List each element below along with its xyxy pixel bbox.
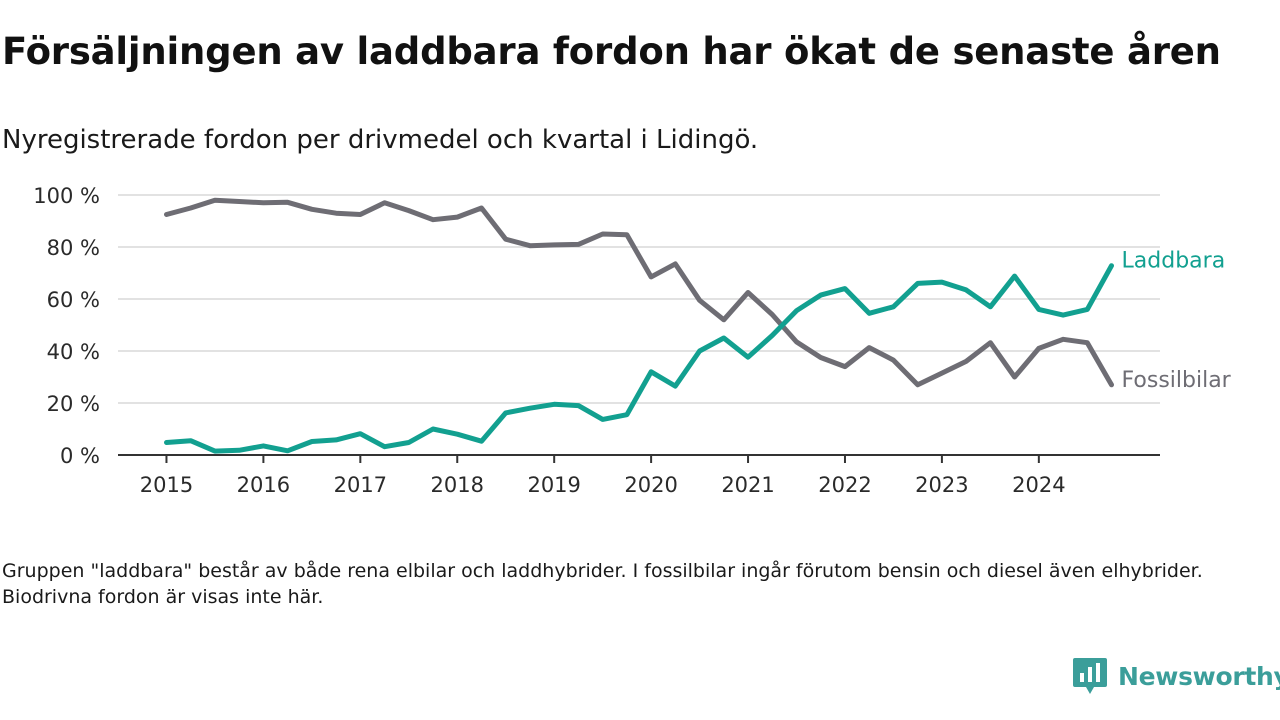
y-tick-label: 40 % <box>47 340 100 364</box>
series-line-laddbara <box>164 263 1114 454</box>
x-tick-label: 2023 <box>915 473 968 497</box>
y-axis-ticks: 0 % 20 % 40 % 60 % 80 % 100 % <box>33 184 100 468</box>
y-tick-label: 0 % <box>60 444 100 468</box>
x-tick-label: 2017 <box>334 473 387 497</box>
grid-lines <box>118 194 1160 404</box>
line-chart: 0 %20 %40 %60 %80 %100 % 2015 2016 2017 201… <box>33 184 1232 497</box>
y-tick-label: 60 % <box>47 288 100 312</box>
x-axis: 2015 2016 2017 2018 2019 2020 2021 2022 2023 2024 <box>118 454 1160 497</box>
chart-title: Försäljningen av laddbara fordon har öka… <box>2 30 1221 73</box>
y-tick-label: 80 % <box>47 236 100 260</box>
footnote: Gruppen "laddbara" består av både rena e… <box>2 560 1203 608</box>
x-tick-label: 2016 <box>237 473 290 497</box>
y-tick-label: 20 % <box>47 392 100 416</box>
newsworthy-logo[interactable]: Newsworthy <box>1072 656 1280 696</box>
x-tick-label: 2019 <box>527 473 580 497</box>
series-lines <box>164 197 1114 454</box>
series-line-fossilbilar <box>164 197 1114 388</box>
newsworthy-logo-icon <box>1073 658 1107 694</box>
series-label-fossilbilar: Fossilbilar <box>1122 368 1232 393</box>
series-labels: Fossilbilar Laddbara <box>1122 249 1232 393</box>
y-tick-label: 100 % <box>33 184 100 208</box>
chart-subtitle: Nyregistrerade fordon per drivmedel och … <box>2 125 759 155</box>
x-tick-label: 2015 <box>140 473 193 497</box>
newsworthy-logo-text: Newsworthy <box>1118 661 1280 691</box>
x-tick-label: 2018 <box>431 473 484 497</box>
x-tick-label: 2024 <box>1012 473 1065 497</box>
x-tick-label: 2022 <box>818 473 871 497</box>
series-label-laddbara: Laddbara <box>1122 249 1226 274</box>
x-tick-label: 2021 <box>721 473 774 497</box>
x-tick-label: 2020 <box>624 473 677 497</box>
